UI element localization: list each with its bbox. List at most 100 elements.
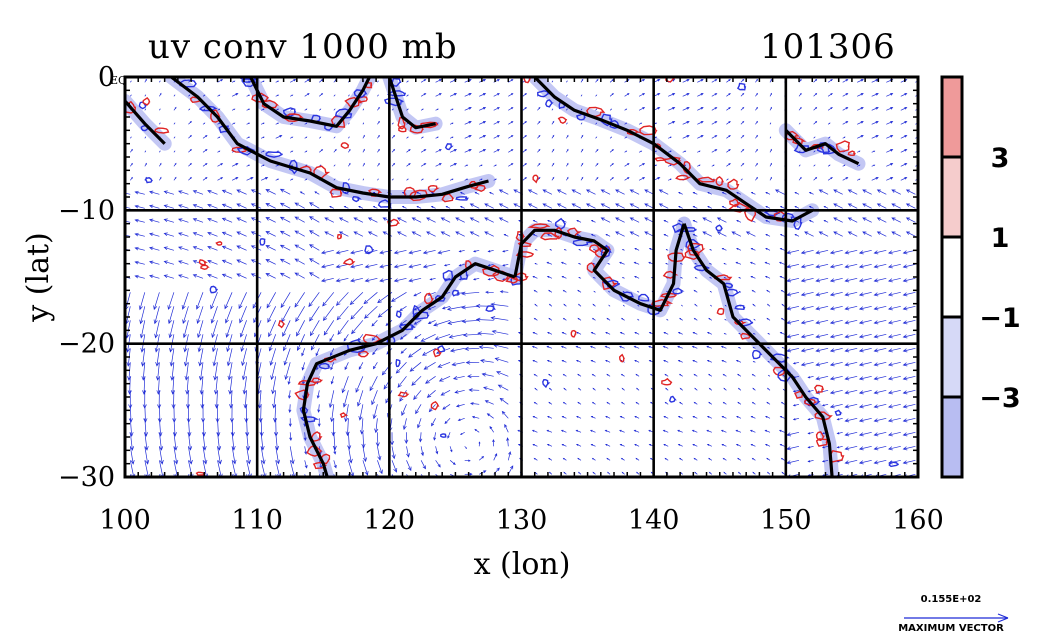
- wind-vector: [692, 359, 698, 363]
- wind-vector: [464, 107, 472, 111]
- wind-vector: [406, 94, 409, 97]
- wind-vector: [372, 206, 378, 209]
- wind-vector: [726, 135, 731, 139]
- wind-vector: [902, 361, 916, 367]
- wind-vector: [606, 387, 611, 391]
- wind-vector: [508, 163, 514, 167]
- wind-vector: [437, 249, 451, 255]
- wind-vector: [842, 136, 846, 139]
- wind-vector: [390, 292, 407, 302]
- wind-vector: [467, 374, 480, 379]
- wind-vector: [431, 418, 436, 427]
- wind-vector: [389, 432, 395, 446]
- coastline-borneo: [249, 77, 371, 128]
- wind-vector: [891, 203, 901, 209]
- wind-vector: [563, 249, 567, 251]
- wind-vector: [862, 217, 872, 223]
- wind-vector: [171, 390, 176, 409]
- wind-vector: [595, 78, 599, 83]
- wind-vector: [886, 149, 894, 153]
- wind-vector: [692, 331, 698, 335]
- wind-vector: [779, 275, 785, 279]
- wind-vector: [781, 347, 785, 349]
- wind-vector: [549, 249, 553, 251]
- wind-vector: [149, 190, 160, 195]
- wind-vector: [619, 429, 625, 433]
- negative-contour: [391, 77, 402, 87]
- wind-vector: [800, 361, 814, 367]
- wind-vector: [269, 348, 277, 366]
- negative-contour: [554, 217, 566, 230]
- wind-vector: [328, 390, 335, 409]
- wind-vector: [371, 334, 378, 341]
- wind-vector: [484, 203, 494, 209]
- wind-vector: [391, 134, 396, 139]
- wind-vector: [324, 217, 334, 223]
- wind-vector: [755, 120, 758, 125]
- wind-vector: [450, 347, 465, 353]
- positive-contour: [323, 357, 337, 363]
- wind-vector: [451, 361, 465, 367]
- wind-vector: [464, 164, 469, 167]
- wind-vector: [455, 403, 465, 408]
- wind-vector: [335, 263, 349, 269]
- positive-contour: [532, 174, 539, 184]
- wind-vector: [198, 362, 204, 381]
- positive-contour: [336, 233, 343, 240]
- wind-vector: [333, 164, 336, 167]
- wind-vector: [798, 176, 802, 181]
- wind-vector: [888, 347, 901, 353]
- wind-vector: [692, 415, 698, 419]
- wind-vector: [435, 163, 442, 167]
- wind-vector: [589, 429, 596, 433]
- wind-vector: [304, 446, 308, 455]
- wind-vector: [900, 79, 908, 83]
- wind-vector: [779, 206, 785, 209]
- wind-vector: [752, 361, 756, 363]
- wind-vector: [679, 317, 683, 321]
- wind-vector: [750, 415, 756, 419]
- wind-vector: [207, 189, 218, 195]
- wind-vector: [827, 79, 833, 83]
- wind-vector: [821, 459, 829, 463]
- wind-vector: [740, 134, 745, 139]
- wind-vector: [902, 263, 916, 269]
- wind-vector: [391, 446, 396, 460]
- wind-vector: [905, 217, 916, 223]
- wind-vector: [449, 163, 458, 167]
- wind-vector: [275, 135, 283, 139]
- wind-vector: [827, 122, 831, 125]
- wind-vector: [636, 471, 640, 475]
- wind-vector: [406, 108, 409, 111]
- wind-vector: [537, 148, 541, 153]
- wind-vector: [708, 373, 712, 377]
- wind-vector: [479, 164, 483, 167]
- wind-vector: [629, 231, 640, 237]
- wind-vector: [275, 122, 280, 125]
- wind-vector: [522, 162, 527, 167]
- wind-vector: [159, 108, 161, 111]
- wind-vector: [844, 319, 858, 325]
- wind-vector: [815, 361, 829, 367]
- wind-vector: [833, 231, 843, 237]
- wind-vector: [786, 445, 800, 451]
- wind-vector: [542, 189, 553, 195]
- wind-vector: [766, 289, 771, 293]
- wind-vector: [522, 148, 527, 153]
- negative-contour: [395, 310, 402, 319]
- wind-vector: [422, 249, 436, 255]
- wind-vector: [813, 78, 818, 83]
- wind-vector: [786, 347, 800, 353]
- wind-vector: [200, 390, 205, 409]
- wind-vector: [786, 277, 800, 283]
- wind-vector: [847, 189, 858, 195]
- wind-vector: [508, 121, 514, 125]
- positive-contour: [661, 377, 673, 386]
- wind-vector: [163, 232, 175, 237]
- wind-vector: [464, 459, 471, 462]
- wind-vector: [449, 122, 454, 125]
- negative-contour: [545, 99, 554, 108]
- wind-vector: [779, 331, 785, 335]
- wind-vector: [634, 415, 640, 419]
- wind-vector: [283, 348, 291, 366]
